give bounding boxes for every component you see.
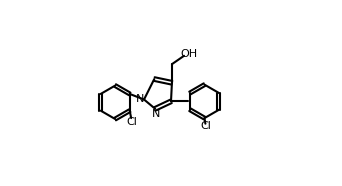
- Text: Cl: Cl: [126, 117, 137, 127]
- Text: OH: OH: [180, 49, 197, 59]
- Text: N: N: [136, 94, 144, 104]
- Text: N: N: [152, 109, 160, 119]
- Text: Cl: Cl: [200, 121, 211, 132]
